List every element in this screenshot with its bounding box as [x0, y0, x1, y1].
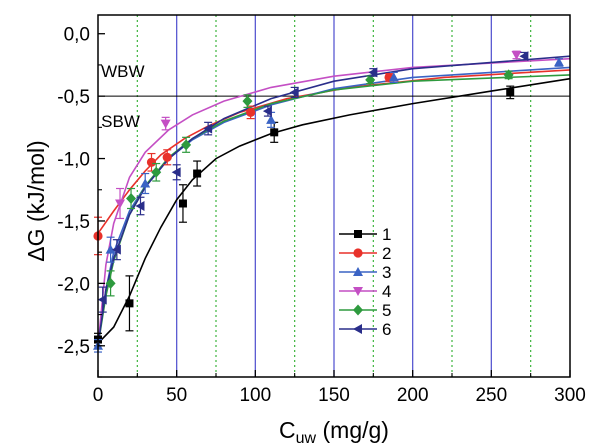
legend-item-5: 5 — [339, 301, 391, 320]
data-point — [171, 167, 181, 178]
x-tick-label: 50 — [166, 385, 187, 406]
legend-item-1: 1 — [339, 225, 391, 244]
legend-label: 2 — [382, 244, 391, 263]
data-point — [519, 51, 529, 62]
series-3-points — [93, 57, 564, 353]
data-point — [97, 294, 107, 305]
annotations-layer: WBW SBW — [101, 62, 144, 131]
y-tick-label: 0,0 — [64, 25, 90, 46]
data-point — [203, 123, 213, 134]
data-points-layer — [93, 50, 564, 353]
annotation-wbw: WBW — [101, 62, 144, 81]
grid-layer — [136, 15, 532, 377]
data-point — [126, 192, 137, 204]
legend-marker — [353, 248, 363, 258]
data-point — [193, 169, 202, 178]
y-tick-label: -2,0 — [57, 274, 90, 295]
y-tick-label: -0,5 — [57, 87, 90, 108]
data-point — [111, 244, 121, 255]
data-point — [270, 128, 279, 137]
data-point — [506, 88, 515, 97]
x-tick-label: 100 — [239, 385, 271, 406]
data-point — [289, 87, 299, 98]
data-point — [242, 95, 253, 107]
data-point — [105, 244, 116, 254]
data-point — [511, 50, 522, 60]
legend-marker — [353, 304, 363, 316]
data-point — [388, 72, 399, 82]
data-point — [160, 119, 171, 129]
data-point — [503, 69, 514, 81]
data-point — [368, 67, 378, 78]
data-point — [246, 107, 256, 117]
data-point — [151, 166, 162, 178]
legend-label: 5 — [382, 301, 391, 320]
data-point — [146, 157, 157, 167]
x-tick-label: 150 — [318, 385, 350, 406]
legend-label: 4 — [382, 282, 391, 301]
y-tick-label: -1,0 — [57, 150, 90, 171]
data-point — [125, 299, 134, 308]
legend-marker — [354, 230, 362, 238]
legend-label: 3 — [382, 263, 391, 282]
legend-label: 6 — [382, 320, 391, 339]
legend-marker — [353, 324, 362, 334]
y-tick-label: -2,5 — [57, 337, 90, 358]
legend-marker — [353, 267, 363, 276]
legend-item-2: 2 — [339, 244, 391, 263]
x-tick-label: 0 — [93, 385, 104, 406]
data-point — [266, 114, 277, 124]
fit-curve-series-1 — [97, 77, 571, 344]
series-6-points — [97, 51, 529, 313]
y-axis-label: ΔG (kJ/mol) — [23, 140, 49, 261]
ticks-layer: 0 50 100 150 200 250 300 0,0 -0,5 -1,0 -1,5 -2,0 -2,… — [57, 25, 586, 406]
x-tick-label: 200 — [397, 385, 429, 406]
fit-curve-series-6 — [97, 55, 571, 346]
data-point — [178, 199, 187, 208]
legend-label: 1 — [382, 225, 391, 244]
legend-item-4: 4 — [339, 282, 391, 301]
x-axis-label-unit: (mg/g) — [316, 417, 389, 443]
data-point — [140, 178, 151, 188]
series-5-points — [105, 69, 514, 297]
data-point — [105, 277, 116, 289]
series-4-points — [115, 50, 522, 220]
legend-item-6: 6 — [339, 320, 391, 339]
x-axis-label-main: C — [279, 417, 296, 443]
x-axis-label-subscript: uw — [296, 430, 317, 447]
fit-curve-series-4 — [97, 57, 571, 346]
data-point — [162, 152, 172, 162]
legend-item-3: 3 — [339, 263, 391, 282]
data-point — [262, 106, 272, 117]
y-tick-label: -1,5 — [57, 212, 90, 233]
annotation-sbw: SBW — [101, 112, 140, 131]
data-point — [135, 200, 145, 211]
data-point — [115, 199, 126, 209]
x-tick-label: 300 — [554, 385, 586, 406]
legend-marker — [353, 287, 363, 296]
x-tick-label: 250 — [475, 385, 507, 406]
x-axis-label: Cuw (mg/g) — [279, 417, 389, 447]
data-point — [365, 74, 376, 86]
data-point — [181, 139, 192, 151]
fit-curves-layer — [97, 55, 571, 346]
data-point — [553, 57, 564, 67]
